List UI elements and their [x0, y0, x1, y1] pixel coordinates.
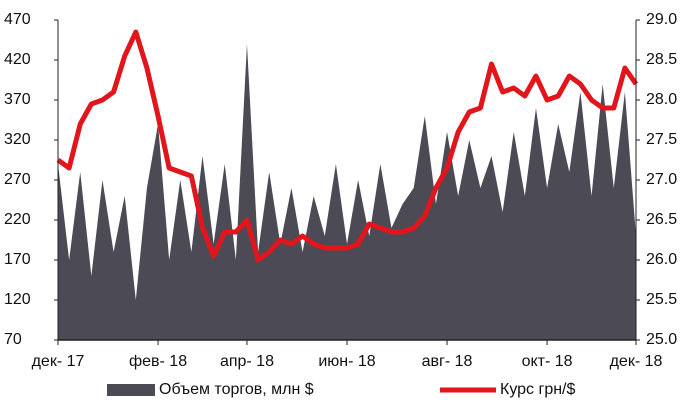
- y2-tick-label: 29.0: [646, 11, 677, 28]
- y2-tick-label: 25.5: [646, 291, 677, 308]
- y2-tick-label: 27.0: [646, 171, 677, 188]
- y2-tick-label: 25.0: [646, 331, 677, 348]
- y-tick-label: 120: [4, 291, 31, 308]
- x-tick-label: фев- 18: [129, 353, 187, 370]
- y2-tick-label: 27.5: [646, 131, 677, 148]
- x-tick-label: июн- 18: [318, 353, 375, 370]
- y-tick-label: 420: [4, 51, 31, 68]
- y-tick-label: 170: [4, 251, 31, 268]
- x-tick-label: окт- 18: [522, 353, 573, 370]
- y-tick-label: 270: [4, 171, 31, 188]
- legend-swatch: [107, 384, 155, 396]
- rate-line: [56, 29, 639, 263]
- legend-label: Курс грн/$: [500, 381, 576, 398]
- x-tick-label: дек- 18: [610, 353, 663, 370]
- y2-tick-label: 26.0: [646, 251, 677, 268]
- x-tick-label: авг- 18: [422, 353, 473, 370]
- x-tick-label: апр- 18: [220, 353, 274, 370]
- y-tick-label: 370: [4, 91, 31, 108]
- y-tick-label: 70: [4, 331, 22, 348]
- y-tick-label: 320: [4, 131, 31, 148]
- legend-label: Объем торгов, млн $: [159, 381, 314, 398]
- y-tick-label: 470: [4, 11, 31, 28]
- y2-tick-label: 28.0: [646, 91, 677, 108]
- volume-area: [58, 44, 636, 340]
- y-tick-label: 220: [4, 211, 31, 228]
- x-tick-label: дек- 17: [32, 353, 85, 370]
- y2-tick-label: 28.5: [646, 51, 677, 68]
- y2-tick-label: 26.5: [646, 211, 677, 228]
